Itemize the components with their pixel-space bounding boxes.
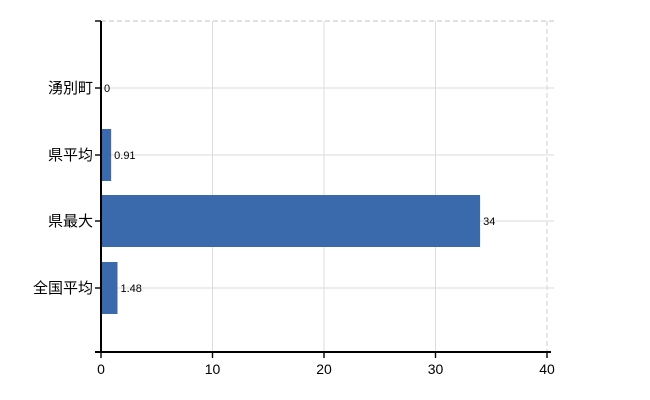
category-label: 全国平均 (33, 279, 93, 297)
bar (101, 195, 481, 247)
x-tick-label: 40 (539, 361, 555, 377)
x-tick-label: 10 (205, 361, 221, 377)
value-label: 0.91 (114, 150, 135, 162)
x-tick-label: 30 (428, 361, 444, 377)
value-label: 34 (483, 216, 495, 228)
category-label: 県最大 (48, 213, 93, 230)
bar (101, 262, 118, 314)
bar (101, 129, 112, 181)
value-label: 0 (104, 83, 110, 95)
x-tick-label: 0 (97, 361, 105, 377)
value-label: 1.48 (121, 283, 142, 295)
x-tick-label: 20 (316, 361, 332, 377)
category-label: 湧別町 (48, 80, 93, 97)
category-label: 県平均 (48, 147, 93, 164)
